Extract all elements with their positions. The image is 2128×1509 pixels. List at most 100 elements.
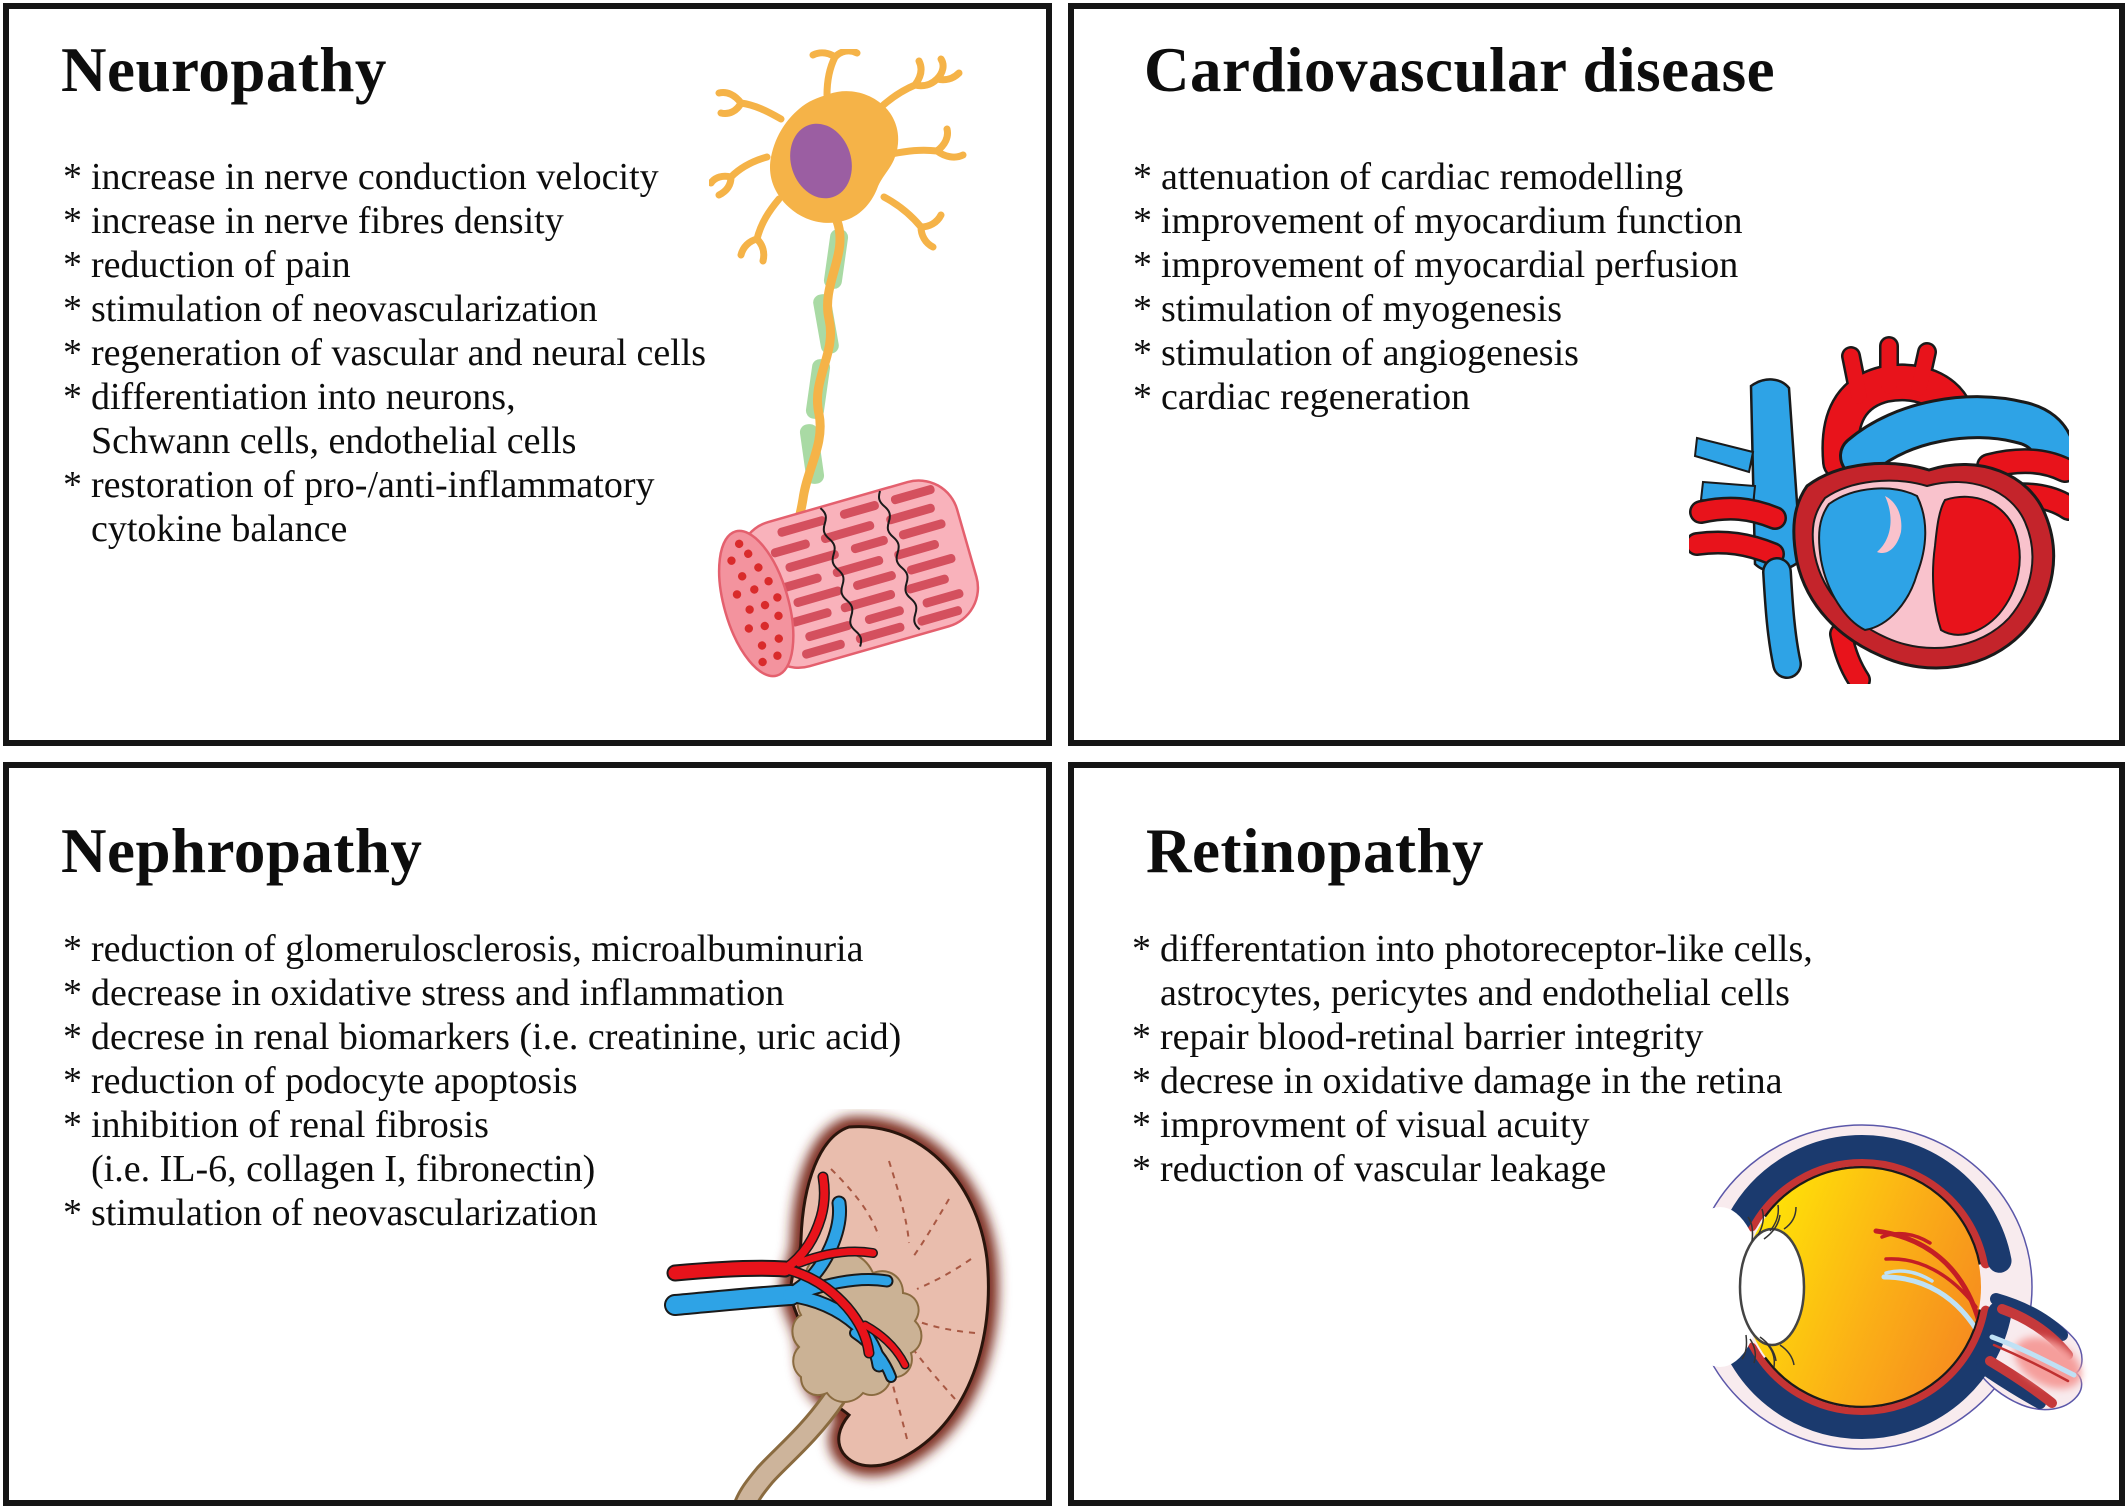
list-item: * decrese in oxidative damage in the ret…: [1132, 1059, 1813, 1103]
bullet-marker: *: [63, 972, 82, 1014]
kidney-lobe-lines: [830, 1160, 976, 1440]
list-item: * attenuation of cardiac remodelling: [1133, 155, 1742, 199]
list-item-text: differentiation into neurons, Schwann ce…: [91, 375, 576, 463]
list-item-text: increase in nerve fibres density: [91, 200, 564, 242]
list-item: * inhibition of renal fibrosis (i.e. IL-…: [63, 1103, 901, 1191]
list-item: * increase in nerve conduction velocity: [63, 155, 706, 199]
vitreous-body: [1743, 1168, 1981, 1406]
list-item: * differentation into photoreceptor-like…: [1132, 927, 1813, 1015]
bullet-marker: *: [63, 1192, 82, 1234]
kidney-illustration: [664, 1116, 999, 1500]
list-item-text: stimulation of neovascularization: [91, 1192, 598, 1234]
bullet-marker: *: [1132, 1104, 1151, 1146]
list-item: * improvement of myocardium function: [1133, 199, 1742, 243]
great-vessels: [1689, 336, 2069, 684]
list-item-text: improvement of myocardium function: [1161, 200, 1743, 242]
bullet-marker: *: [1133, 288, 1152, 330]
choroid-layer: [1731, 1156, 1993, 1418]
list-item-text: inhibition of renal fibrosis (i.e. IL-6,…: [91, 1103, 595, 1191]
list-item-text: stimulation of neovascularization: [91, 288, 598, 330]
list-item-text: reduction of glomerulosclerosis, microal…: [91, 928, 864, 970]
bullet-marker: *: [1132, 1148, 1151, 1190]
list-item: * repair blood-retinal barrier integrity: [1132, 1015, 1813, 1059]
list-item: * cardiac regeneration: [1133, 375, 1742, 419]
panel-neuropathy: Neuropathy * increase in nerve conductio…: [3, 3, 1052, 746]
list-item-text: stimulation of angiogenesis: [1161, 332, 1579, 374]
bullet-list: * attenuation of cardiac remodelling * i…: [1133, 155, 1742, 419]
bullet-marker: *: [1133, 376, 1152, 418]
list-item: * increase in nerve fibres density: [63, 199, 706, 243]
list-item-line: differentiation into neurons,: [91, 376, 516, 418]
bullet-marker: *: [63, 376, 82, 418]
list-item: * decrese in renal biomarkers (i.e. crea…: [63, 1015, 901, 1059]
bullet-marker: *: [63, 156, 82, 198]
list-item: * differentiation into neurons, Schwann …: [63, 375, 706, 463]
list-item-text: improvement of myocardial perfusion: [1161, 244, 1739, 286]
bullet-marker: *: [63, 464, 82, 506]
muscle-wavy-lines: [819, 490, 921, 647]
bullet-marker: *: [63, 332, 82, 374]
heart-valve-flap: [1877, 496, 1902, 554]
ciliary-fibers: [1741, 1204, 1797, 1368]
bullet-list: * reduction of glomerulosclerosis, micro…: [63, 927, 901, 1235]
panel-title: Nephropathy: [61, 816, 423, 886]
cornea-space: [1680, 1207, 1762, 1367]
list-item: * regeneration of vascular and neural ce…: [63, 331, 706, 375]
list-item-text: reduction of vascular leakage: [1160, 1148, 1607, 1190]
list-item-line: differentation into photoreceptor-like c…: [1160, 928, 1813, 970]
list-item-text: decrese in renal biomarkers (i.e. creati…: [91, 1016, 902, 1058]
sclera-layer: [1710, 1135, 2014, 1439]
muscle-fiber: [717, 479, 980, 678]
left-heart-chamber: [1932, 495, 2021, 636]
panel-title: Neuropathy: [61, 35, 387, 105]
list-item: * restoration of pro-/anti-inflammatory …: [63, 463, 706, 551]
list-item-text: regeneration of vascular and neural cell…: [91, 332, 707, 374]
list-item: * reduction of pain: [63, 243, 706, 287]
eye-illustration: [1680, 1124, 2083, 1450]
bullet-marker: *: [1133, 156, 1152, 198]
bullet-marker: *: [63, 928, 82, 970]
list-item-line: restoration of pro-/anti-inflammatory: [91, 464, 655, 506]
heart-illustration: [1689, 336, 2069, 684]
bullet-marker: *: [63, 1104, 82, 1146]
bullet-marker: *: [63, 200, 82, 242]
list-item: * reduction of podocyte apoptosis: [63, 1059, 901, 1103]
list-item: * decrease in oxidative stress and infla…: [63, 971, 901, 1015]
panel-title: Cardiovascular disease: [1144, 35, 1776, 105]
bullet-list: * increase in nerve conduction velocity …: [63, 155, 706, 551]
bullet-marker: *: [1133, 200, 1152, 242]
list-item-line: (i.e. IL-6, collagen I, fibronectin): [91, 1148, 596, 1190]
bullet-marker: *: [63, 1060, 82, 1102]
panel-title: Retinopathy: [1146, 816, 1485, 886]
list-item-line: inhibition of renal fibrosis: [91, 1104, 489, 1146]
list-item: * improvement of myocardial perfusion: [1133, 243, 1742, 287]
retina-line: [1740, 1165, 1984, 1409]
panel-cardiovascular: Cardiovascular disease * attenuation of …: [1068, 3, 2125, 746]
neuron-dendrites: [709, 49, 967, 265]
list-item: * improvment of visual acuity: [1132, 1103, 1813, 1147]
list-item-text: cardiac regeneration: [1161, 376, 1471, 418]
bullet-marker: *: [1133, 244, 1152, 286]
list-item-text: differentation into photoreceptor-like c…: [1160, 927, 1813, 1015]
neuron-and-muscle-illustration: [709, 49, 980, 678]
list-item-text: reduction of pain: [91, 244, 351, 286]
list-item: * stimulation of angiogenesis: [1133, 331, 1742, 375]
bullet-list: * differentation into photoreceptor-like…: [1132, 927, 1813, 1191]
list-item: * stimulation of myogenesis: [1133, 287, 1742, 331]
neuron-nucleus: [790, 123, 852, 199]
list-item-text: decrese in oxidative damage in the retin…: [1160, 1060, 1783, 1102]
list-item-text: improvment of visual acuity: [1160, 1104, 1590, 1146]
panel-nephropathy: Nephropathy * reduction of glomeruloscle…: [3, 762, 1052, 1506]
list-item-line: cytokine balance: [91, 508, 348, 550]
list-item: * stimulation of neovascularization: [63, 287, 706, 331]
bullet-marker: *: [1133, 332, 1152, 374]
list-item-line: Schwann cells, endothelial cells: [91, 420, 577, 462]
renal-artery: [666, 1171, 910, 1370]
list-item: * stimulation of neovascularization: [63, 1191, 901, 1235]
list-item-text: increase in nerve conduction velocity: [91, 156, 659, 198]
list-item-text: reduction of podocyte apoptosis: [91, 1060, 578, 1102]
bullet-marker: *: [63, 288, 82, 330]
panel-retinopathy: Retinopathy * differentation into photor…: [1068, 762, 2125, 1506]
bullet-marker: *: [1132, 1016, 1151, 1058]
list-item-text: repair blood-retinal barrier integrity: [1160, 1016, 1704, 1058]
